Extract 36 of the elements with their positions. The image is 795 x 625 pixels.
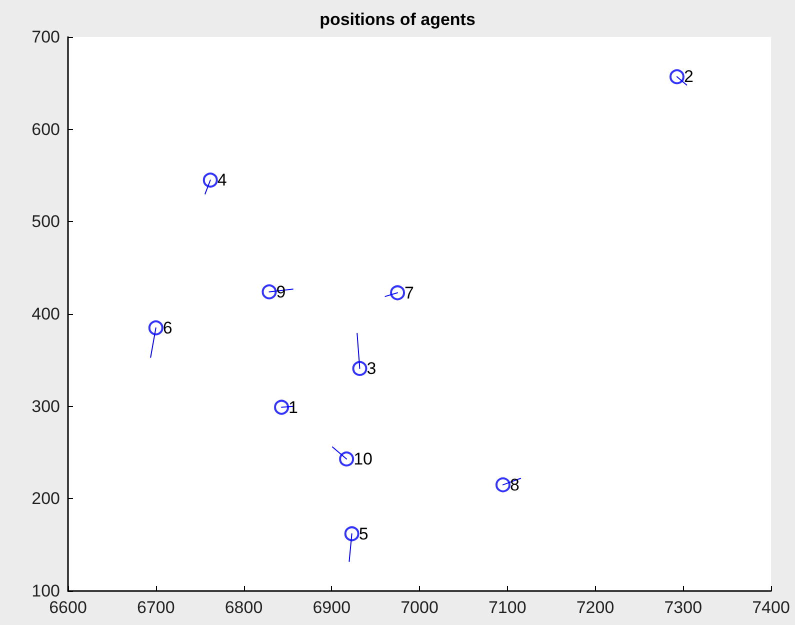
point (148, 320, 164, 336)
y-tick-label: 700 (32, 28, 60, 46)
annotation: 1 (288, 398, 298, 417)
annotation: 8 (510, 475, 520, 494)
point (262, 284, 277, 300)
y-tick-label: 300 (32, 396, 60, 416)
point (390, 285, 406, 300)
point (495, 477, 510, 492)
x-tick-label: 7000 (400, 598, 438, 617)
annotation: 2 (684, 67, 694, 86)
point (339, 451, 354, 466)
point (344, 526, 360, 542)
point (352, 360, 368, 376)
y-tick-label: 100 (32, 582, 60, 600)
point (669, 69, 684, 84)
annotation: 6 (162, 318, 172, 338)
point (202, 172, 218, 188)
x-tick-label: 6900 (312, 598, 351, 617)
point (274, 400, 290, 415)
chart-title: positions of agents (320, 10, 476, 29)
x-tick-label: 6600 (49, 598, 87, 617)
y-tick-label: 500 (32, 212, 60, 232)
x-tick-label: 7300 (664, 598, 702, 617)
x-tick-label: 7400 (752, 598, 790, 617)
x-tick-label: 7200 (576, 598, 614, 617)
x-tick-label: 6700 (136, 598, 175, 617)
y-tick-label: 600 (32, 120, 60, 139)
y-tick-label: 200 (32, 489, 60, 508)
x-tick-label: 6800 (224, 598, 263, 617)
annotation: 3 (366, 358, 376, 378)
y-tick-label: 400 (32, 304, 60, 324)
annotation: 4 (217, 170, 227, 190)
annotation: 7 (404, 283, 414, 302)
annotation: 5 (358, 524, 368, 544)
x-tick-label: 7100 (488, 598, 526, 617)
annotation: 10 (354, 449, 372, 468)
